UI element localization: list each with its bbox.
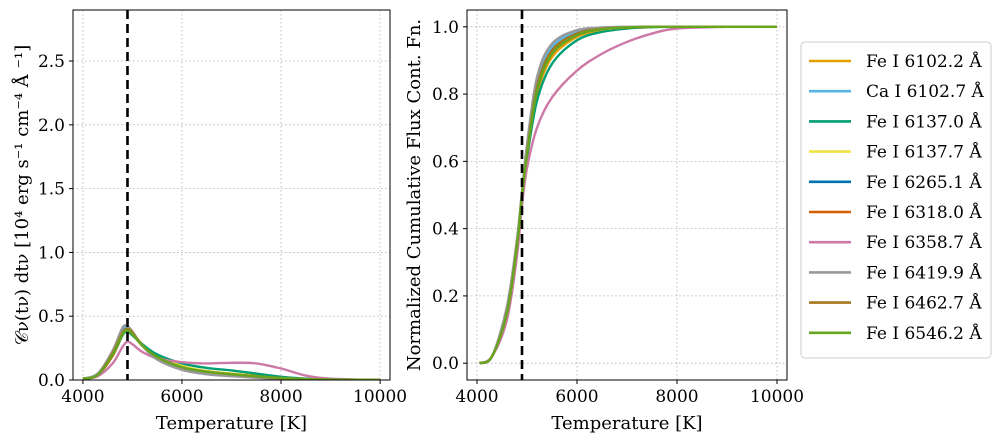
y-tick-label: 2.0	[38, 116, 65, 136]
left-panel: 4000 6000 8000 10000 0.0 0.5 1.0 1.5 2.0 2.5 Tempe…	[11, 9, 407, 434]
series-group	[82, 324, 381, 380]
axes-frame	[466, 9, 788, 381]
legend-entry-label: Fe I 6419.9 Å	[866, 262, 982, 283]
x-tick-label: 10000	[353, 387, 407, 407]
legend-entry-label: Fe I 6358.7 Å	[866, 232, 982, 253]
y-tick-label: 0.6	[432, 152, 459, 172]
y-tick-label: 0.2	[432, 287, 459, 307]
y-tick-label: 2.5	[38, 52, 65, 72]
y-tick-label: 0.5	[38, 307, 65, 327]
y-tick-label: 1.0	[432, 18, 459, 38]
x-tick-label: 10000	[750, 387, 804, 407]
y-tick-label: 0.0	[432, 354, 459, 374]
legend-entry-label: Fe I 6137.0 Å	[866, 111, 982, 132]
y-tick-label: 1.0	[38, 243, 65, 263]
y-tick-label: 0.0	[38, 371, 65, 391]
axes-frame	[72, 9, 391, 381]
legend-entry-label: Fe I 6462.7 Å	[866, 293, 982, 314]
x-tick-label: 8000	[259, 387, 302, 407]
y-tick-label: 1.5	[38, 180, 65, 200]
x-tick-label: 4000	[61, 387, 104, 407]
x-tick-label: 6000	[160, 387, 203, 407]
legend-entry-label: Fe I 6265.1 Å	[866, 172, 982, 193]
x-tick-label: 6000	[555, 387, 598, 407]
y-tick-label: 0.8	[432, 85, 459, 105]
legend: Fe I 6102.2 Å Ca I 6102.7 Å Fe I 6137.0 Å F…	[800, 41, 992, 359]
series-line	[478, 25, 777, 365]
legend-entry-label: Fe I 6137.7 Å	[866, 142, 982, 163]
x-tick-label: 4000	[455, 387, 498, 407]
series-line	[478, 25, 778, 365]
y-tick-label: 0.4	[432, 220, 459, 240]
y-axis-label: 𝒞ν(tν) dtν [10⁴ erg s⁻¹ cm⁻⁴ Å ⁻¹]	[11, 45, 33, 346]
x-tick-label: 8000	[655, 387, 698, 407]
legend-entry-label: Ca I 6102.7 Å	[866, 81, 985, 102]
series-line	[82, 329, 381, 380]
series-line	[82, 340, 381, 380]
x-axis-label: Temperature [K]	[551, 413, 702, 434]
y-axis-label: Normalized Cumulative Flux Cont. Fn.	[404, 19, 425, 371]
legend-entry-label: Fe I 6546.2 Å	[866, 323, 982, 344]
series-group	[478, 25, 778, 365]
right-panel: 4000 6000 8000 10000 0.0 0.2 0.4 0.6 0.8 1.0 Tempe…	[404, 9, 804, 434]
x-axis-label: Temperature [K]	[156, 413, 307, 434]
legend-entry-label: Fe I 6102.2 Å	[866, 51, 982, 72]
legend-entry-label: Fe I 6318.0 Å	[866, 202, 982, 223]
